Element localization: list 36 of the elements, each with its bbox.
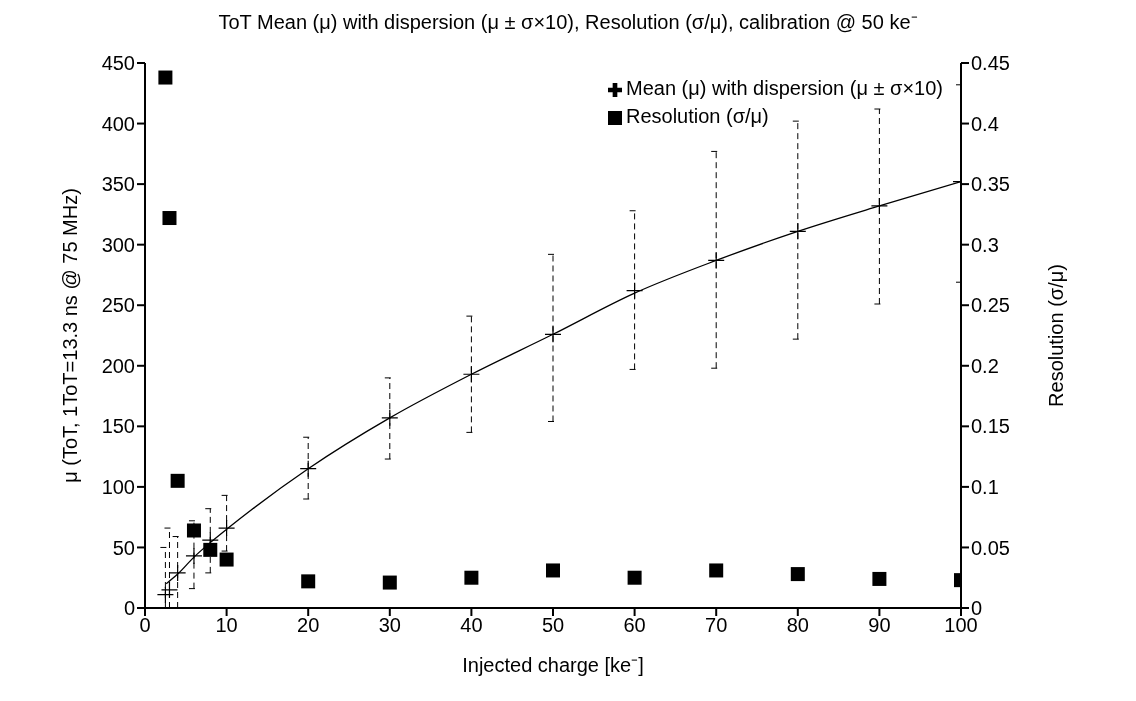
x-axis-title: Injected charge [ke⁻] <box>462 654 644 677</box>
y-tick-label: 450 <box>101 52 135 75</box>
y-tick-label: 250 <box>101 294 135 317</box>
x-tick-label: 60 <box>623 614 646 637</box>
y-axis-title: μ (ToT, 1ToT=13.3 ns @ 75 MHz) <box>59 188 82 483</box>
y-tick-label: 0 <box>123 597 135 620</box>
y2-axis-title: Resolution (σ/μ) <box>1045 264 1068 407</box>
y-tick-label: 400 <box>101 112 135 135</box>
x-tick-label: 80 <box>786 614 809 637</box>
y2-tick-label: 0.35 <box>971 173 1010 196</box>
legend-label: Mean (μ) with dispersion (μ ± σ×10) <box>625 77 943 99</box>
y2-tick-label: 0.4 <box>971 112 999 135</box>
x-tick-label: 70 <box>705 614 728 637</box>
chart-title: ToT Mean (μ) with dispersion (μ ± σ×10), Resolution (σ/μ), calibration @ 50 ke⁻ <box>217 10 919 35</box>
y2-tick-label: 0.45 <box>971 52 1010 75</box>
x-tick-label: 20 <box>297 614 320 637</box>
y-tick-label: 150 <box>101 415 135 438</box>
y-tick-label: 350 <box>101 173 135 196</box>
x-tick-label: 10 <box>215 614 238 637</box>
y-tick-label: 100 <box>101 475 135 498</box>
x-tick-label: 90 <box>868 614 891 637</box>
x-tick-label: 30 <box>378 614 401 637</box>
y2-tick-label: 0.3 <box>971 233 999 256</box>
legend-label: Resolution (σ/μ) <box>625 105 769 127</box>
y-tick-label: 50 <box>112 536 135 559</box>
y2-tick-label: 0.05 <box>971 536 1010 559</box>
y-tick-label: 300 <box>101 233 135 256</box>
x-tick-label: 100 <box>944 614 978 637</box>
y2-tick-label: 0.1 <box>971 475 999 498</box>
y2-tick-label: 0.15 <box>971 415 1010 438</box>
x-tick-label: 0 <box>139 614 151 637</box>
x-tick-label: 50 <box>541 614 565 637</box>
x-tick-label: 40 <box>460 614 483 637</box>
y2-tick-label: 0.25 <box>971 294 1010 317</box>
y2-tick-label: 0.2 <box>971 354 999 377</box>
y-tick-label: 200 <box>101 354 135 377</box>
